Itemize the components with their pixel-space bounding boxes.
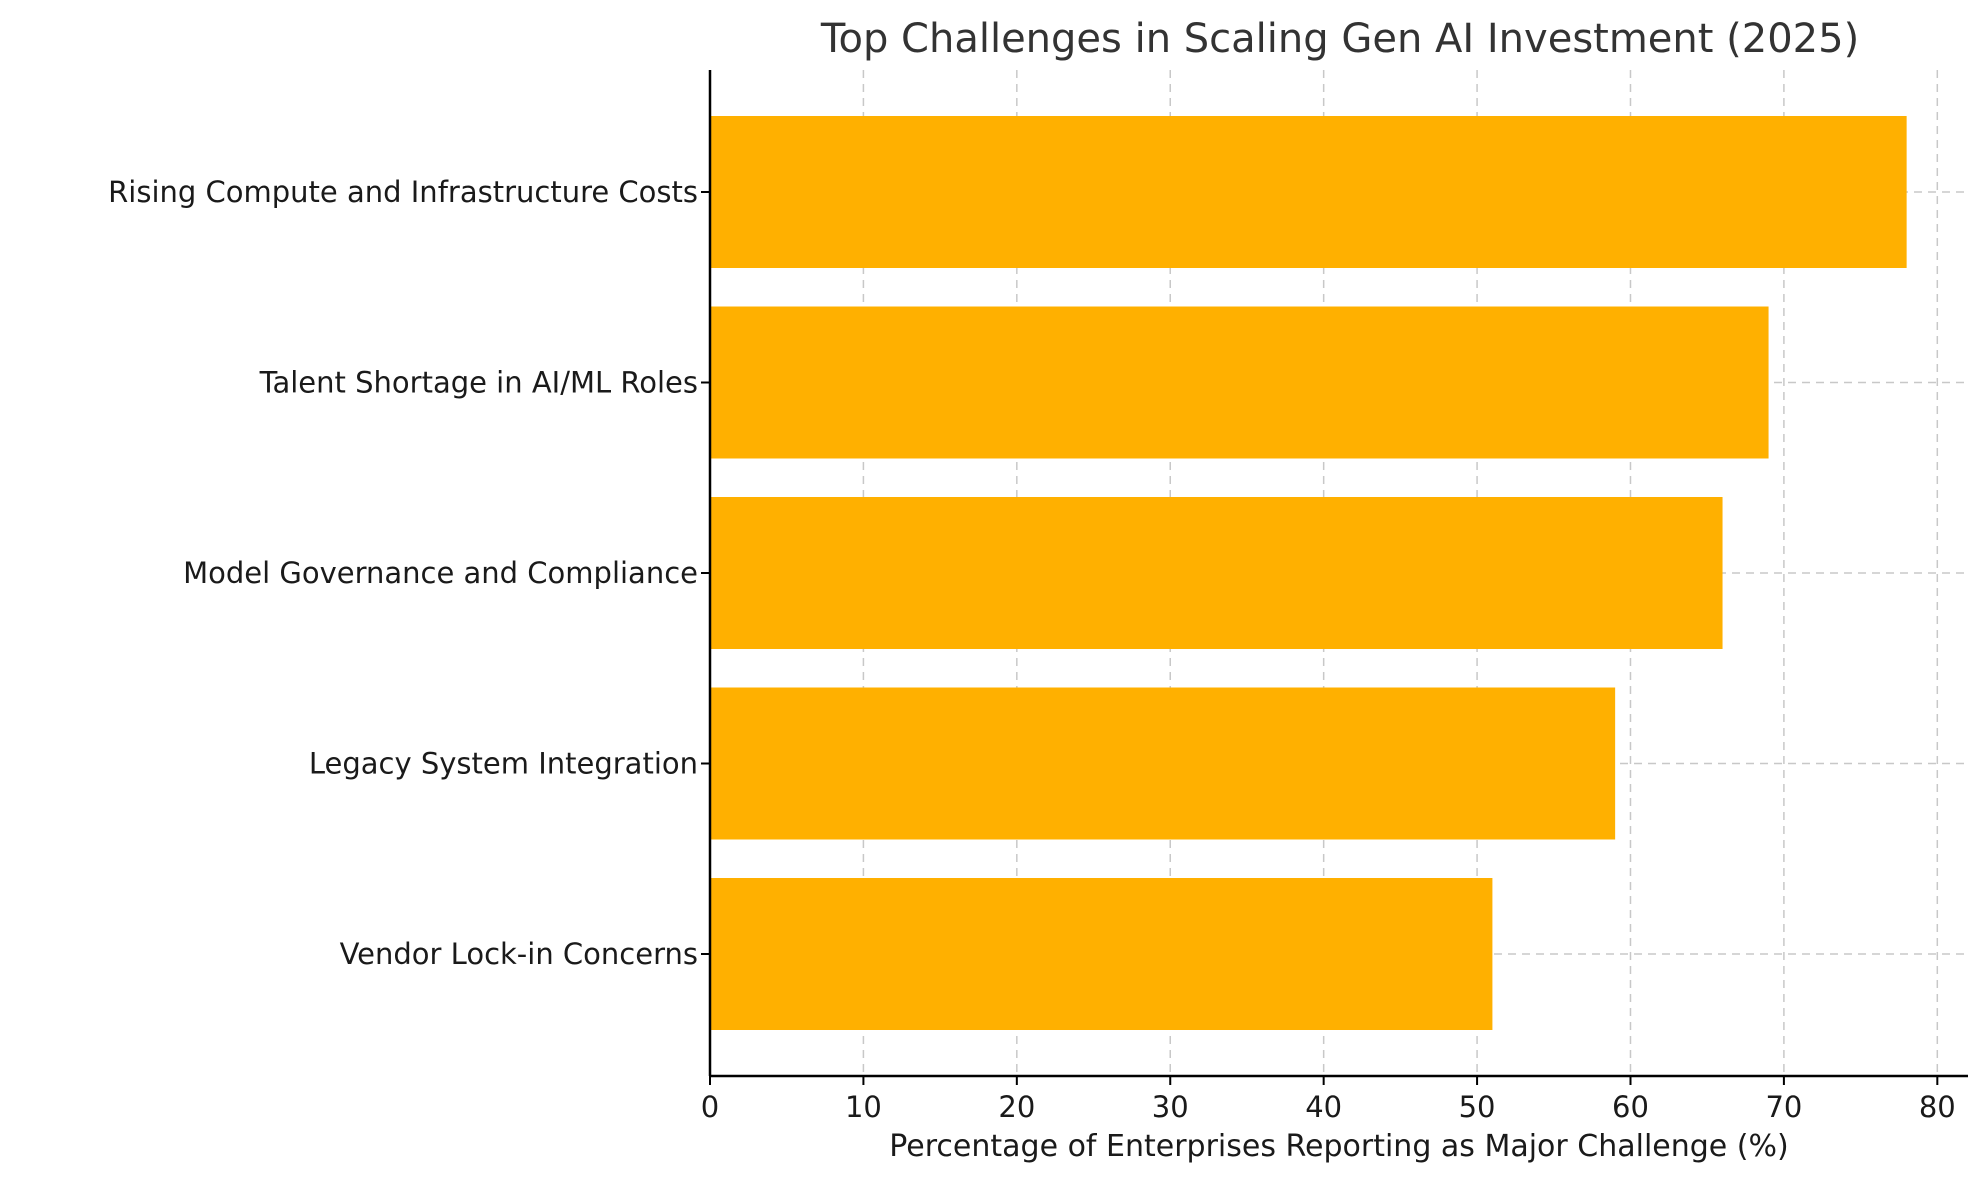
category-label: Legacy System Integration	[309, 747, 698, 781]
bars	[710, 116, 1907, 1030]
x-tick-label: 50	[1459, 1090, 1496, 1124]
chart-title: Top Challenges in Scaling Gen AI Investm…	[820, 16, 1859, 62]
category-label: Vendor Lock-in Concerns	[340, 937, 698, 971]
bar	[710, 116, 1907, 268]
bar	[710, 306, 1769, 459]
x-ticks: 0 10 20 30 40 50 60 70 80	[701, 1076, 1956, 1124]
x-tick-label: 0	[701, 1090, 719, 1124]
category-label: Talent Shortage in AI/ML Roles	[259, 366, 698, 400]
bar	[710, 878, 1493, 1030]
y-ticks: Rising Compute and Infrastructure Costs T…	[108, 175, 710, 971]
x-tick-label: 40	[1305, 1090, 1342, 1124]
category-label: Rising Compute and Infrastructure Costs	[108, 175, 698, 209]
x-tick-label: 70	[1765, 1090, 1802, 1124]
category-label: Model Governance and Compliance	[183, 556, 698, 590]
x-axis-label: Percentage of Enterprises Reporting as M…	[889, 1129, 1788, 1164]
x-tick-label: 60	[1612, 1090, 1649, 1124]
x-tick-label: 80	[1919, 1090, 1956, 1124]
x-tick-label: 30	[1152, 1090, 1189, 1124]
x-tick-label: 10	[845, 1090, 882, 1124]
bar	[710, 497, 1723, 649]
bar	[710, 687, 1616, 840]
x-tick-label: 20	[998, 1090, 1035, 1124]
